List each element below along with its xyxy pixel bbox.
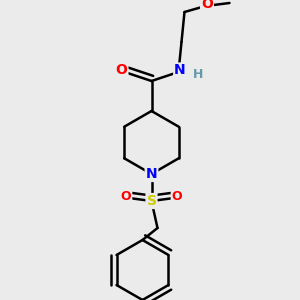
Text: O: O bbox=[201, 0, 213, 11]
Text: N: N bbox=[146, 167, 157, 181]
Text: O: O bbox=[116, 64, 128, 77]
Text: N: N bbox=[174, 64, 186, 77]
Text: H: H bbox=[193, 68, 203, 82]
Text: O: O bbox=[172, 190, 182, 203]
Text: S: S bbox=[146, 194, 157, 208]
Text: O: O bbox=[121, 190, 131, 203]
